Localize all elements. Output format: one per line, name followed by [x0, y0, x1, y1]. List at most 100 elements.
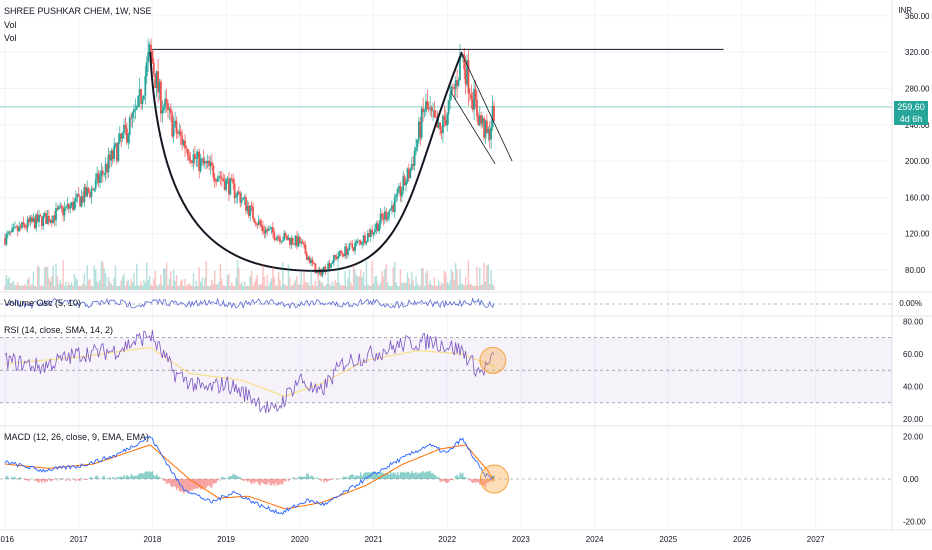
- macd-histogram-bar: [187, 479, 189, 493]
- candle-body: [291, 237, 294, 244]
- candle-body: [476, 99, 478, 117]
- candle-body: [290, 237, 293, 245]
- time-tick-label: 2026: [733, 535, 751, 544]
- candle-body: [357, 240, 359, 242]
- candle-body: [42, 215, 45, 227]
- candle-body: [332, 254, 335, 263]
- macd-histogram-bar: [267, 479, 270, 483]
- candle-body: [14, 226, 16, 228]
- candle-body: [240, 199, 243, 203]
- macd-histogram-bar: [470, 479, 472, 482]
- volume-bar: [267, 285, 270, 290]
- volume-bar: [372, 284, 375, 290]
- volume-bar: [92, 286, 94, 290]
- candle-body: [148, 44, 151, 53]
- volume-bar: [144, 282, 147, 290]
- candle-body: [386, 217, 389, 220]
- volume-bar: [395, 282, 397, 290]
- candle-body: [344, 246, 347, 257]
- candle-body: [59, 205, 62, 207]
- macd-histogram-bar: [163, 479, 165, 481]
- macd-histogram-bar: [402, 471, 404, 479]
- macd-histogram-bar: [463, 476, 465, 479]
- volume-bar: [284, 285, 287, 290]
- candle-body: [130, 117, 133, 119]
- candle-body: [382, 217, 385, 220]
- candle-body: [128, 117, 131, 135]
- macd-histogram-bar: [41, 479, 43, 483]
- macd-histogram-bar: [253, 479, 256, 484]
- volume-bar: [58, 284, 60, 290]
- candle-body: [277, 236, 280, 238]
- candle-body: [220, 177, 223, 179]
- macd-histogram-bar: [45, 479, 47, 482]
- candle-body: [202, 158, 205, 164]
- candle-body: [19, 226, 22, 228]
- macd-histogram-bar: [462, 472, 464, 479]
- volume-bar: [445, 272, 447, 290]
- candle-body: [381, 213, 383, 218]
- candle-body: [378, 224, 381, 232]
- macd-histogram-bar: [422, 470, 424, 479]
- candle-body: [82, 196, 84, 203]
- volume-bar: [24, 284, 26, 290]
- time-tick-label: 2017: [70, 535, 88, 544]
- candle-body: [361, 243, 364, 245]
- candle-body: [52, 215, 55, 223]
- macd-histogram-bar: [487, 479, 490, 483]
- volume-bar: [204, 277, 206, 290]
- volume-bar: [309, 285, 311, 290]
- volume-bar: [170, 271, 172, 290]
- macd-histogram-bar: [245, 479, 247, 480]
- volume-bar: [459, 269, 461, 290]
- candle-body: [266, 229, 269, 232]
- candle-body: [300, 241, 303, 244]
- volume-bar: [201, 277, 203, 290]
- macd-histogram-bar: [219, 479, 222, 481]
- macd-histogram-bar: [168, 479, 171, 484]
- candle-body: [134, 109, 137, 110]
- macd-histogram-bar: [450, 479, 453, 480]
- volume-bar: [75, 277, 77, 290]
- volume-bar: [90, 285, 93, 290]
- macd-histogram-bar: [144, 471, 147, 479]
- candle-body: [33, 218, 36, 229]
- macd-histogram-bar: [130, 474, 132, 479]
- candle-body: [427, 108, 430, 110]
- macd-histogram-bar: [121, 476, 124, 479]
- candle-body: [286, 235, 288, 241]
- volume-bar: [259, 284, 261, 290]
- volume-bar: [46, 267, 49, 290]
- candle-body: [249, 205, 252, 216]
- macd-highlight-circle: [479, 464, 509, 494]
- volume-bar: [257, 285, 260, 290]
- volume-bar: [447, 284, 450, 290]
- candle-body: [375, 223, 378, 230]
- macd-histogram-bar: [351, 474, 353, 479]
- candle-body: [31, 217, 33, 222]
- candle-body: [6, 233, 9, 235]
- volume-bar: [463, 285, 465, 290]
- volume-bar: [289, 277, 291, 290]
- candle-body: [222, 178, 225, 182]
- volume-bar: [45, 266, 47, 290]
- candle-body: [335, 256, 338, 259]
- volume-bar: [239, 284, 241, 290]
- candle-body: [379, 213, 382, 225]
- macd-histogram-bar: [68, 478, 70, 479]
- macd-histogram-bar: [284, 479, 287, 482]
- candle-body: [287, 237, 290, 241]
- macd-histogram-bar: [12, 477, 15, 479]
- candle-body: [314, 263, 317, 274]
- candle-body: [260, 224, 263, 227]
- candle-body: [434, 117, 437, 118]
- candle-body: [245, 197, 247, 211]
- macd-histogram-bar: [39, 479, 42, 481]
- macd-histogram-bar: [330, 479, 332, 480]
- volume-bar: [87, 280, 90, 290]
- macd-histogram-bar: [123, 474, 125, 479]
- candle-body: [111, 150, 114, 159]
- volume-bar: [184, 279, 186, 290]
- volume-bar: [384, 269, 386, 290]
